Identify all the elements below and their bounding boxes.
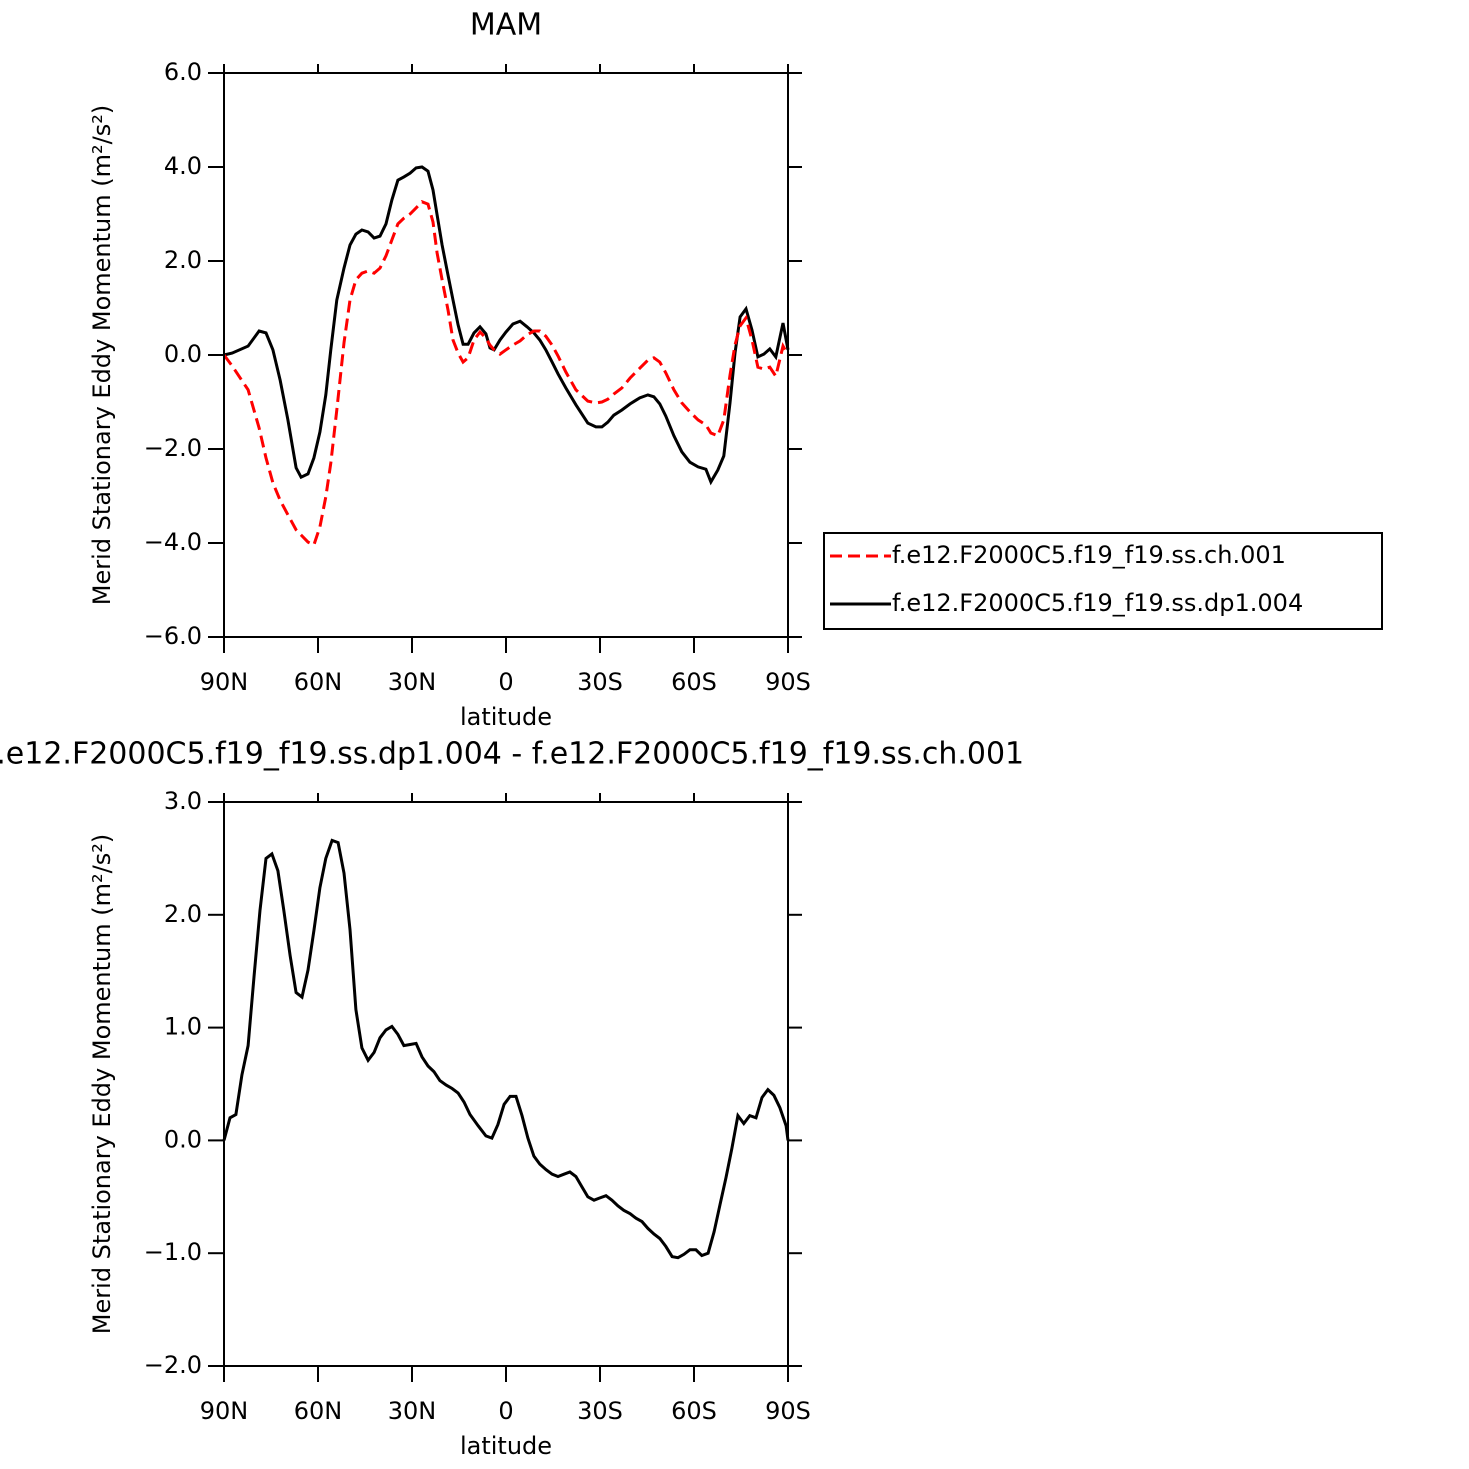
- y-tick-label: 6.0: [164, 58, 202, 86]
- data-line: [222, 200, 790, 547]
- y-axis-label: Merid Stationary Eddy Momentum (m²/s²): [88, 834, 116, 1334]
- y-tick-label: 0.0: [164, 1125, 202, 1153]
- plot-frame: [223, 801, 789, 1367]
- y-tick-label: 2.0: [164, 900, 202, 928]
- legend-label: f.e12.F2000C5.f19_f19.ss.dp1.004: [892, 589, 1303, 617]
- x-tick-label: 30N: [388, 668, 437, 696]
- y-tick-label: −2.0: [144, 1351, 202, 1379]
- y-tick-label: −1.0: [144, 1238, 202, 1266]
- x-tick-label: 0: [498, 668, 513, 696]
- data-line: [223, 165, 790, 486]
- x-axis-label: latitude: [460, 1432, 552, 1460]
- x-tick-label: 90N: [200, 1397, 249, 1425]
- y-tick-label: 4.0: [164, 152, 202, 180]
- x-tick-label: 90N: [200, 668, 249, 696]
- x-tick-label: 90S: [765, 668, 811, 696]
- x-tick-label: 60N: [294, 668, 343, 696]
- y-tick-label: −4.0: [144, 528, 202, 556]
- y-tick-label: 3.0: [164, 787, 202, 815]
- y-axis-label: Merid Stationary Eddy Momentum (m²/s²): [88, 105, 116, 605]
- y-tick-label: 0.0: [164, 340, 202, 368]
- x-tick-label: 90S: [765, 1397, 811, 1425]
- plot-frame: [223, 72, 789, 638]
- x-tick-label: 60N: [294, 1397, 343, 1425]
- data-line: [222, 838, 790, 1260]
- legend-label: f.e12.F2000C5.f19_f19.ss.ch.001: [892, 541, 1286, 569]
- chart-title: MAM: [470, 8, 542, 43]
- x-axis-label: latitude: [460, 703, 552, 731]
- x-tick-label: 0: [498, 1397, 513, 1425]
- legend-box: [823, 532, 1383, 630]
- x-tick-label: 30S: [577, 668, 623, 696]
- x-tick-label: 30N: [388, 1397, 437, 1425]
- y-tick-label: −2.0: [144, 434, 202, 462]
- y-tick-label: 2.0: [164, 246, 202, 274]
- y-tick-label: 1.0: [164, 1013, 202, 1041]
- chart-title: f.e12.F2000C5.f19_f19.ss.dp1.004 - f.e12…: [0, 737, 1024, 772]
- x-tick-label: 60S: [671, 1397, 717, 1425]
- y-tick-label: −6.0: [144, 622, 202, 650]
- x-tick-label: 60S: [671, 668, 717, 696]
- x-tick-label: 30S: [577, 1397, 623, 1425]
